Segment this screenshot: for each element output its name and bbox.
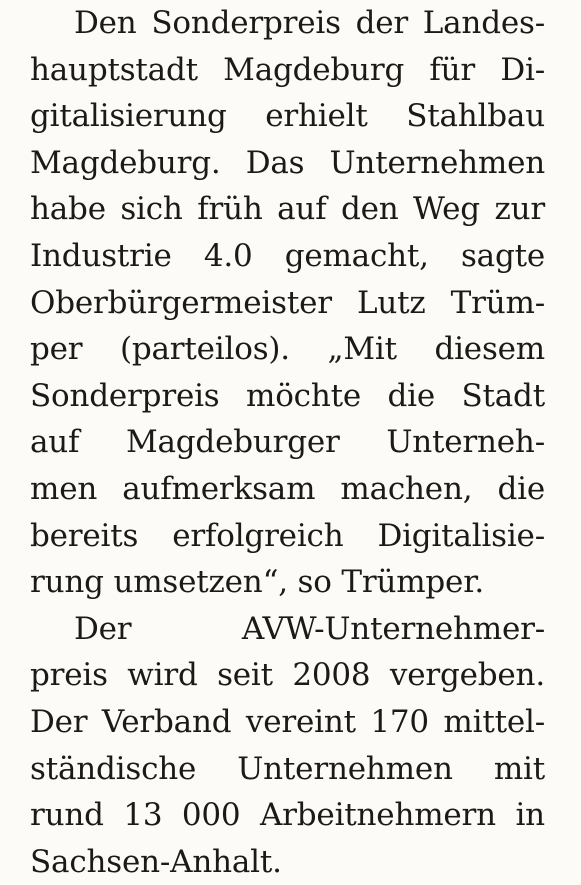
text-line: per (parteilos). „Mit diesem bbox=[30, 331, 545, 368]
text-line: rund 13 000 Arbeitnehmern in bbox=[30, 797, 545, 834]
text-line: rung umsetzen“, so Trümper. bbox=[30, 564, 485, 601]
paragraph-avw-preis: Der AVW-Unternehmer- preis wird seit 2008 ver… bbox=[30, 606, 545, 885]
text-line: hauptstadt Magdeburg für Di- bbox=[30, 51, 545, 88]
text-line: ständische Unternehmen mit bbox=[30, 750, 545, 787]
text-line: Der Verband vereint 170 mittel- bbox=[30, 703, 545, 740]
text-line: Magdeburg. Das Unternehmen bbox=[30, 144, 545, 181]
text-line: preis wird seit 2008 vergeben. bbox=[30, 657, 545, 694]
text-line: Oberbürgermeister Lutz Trüm- bbox=[30, 284, 545, 321]
text-line: habe sich früh auf den Weg zur bbox=[30, 191, 545, 228]
text-line: Der AVW-Unternehmer- bbox=[74, 610, 545, 647]
text-line: Industrie 4.0 gemacht, sagte bbox=[30, 237, 545, 274]
text-line: Sachsen-Anhalt. bbox=[30, 843, 282, 880]
paragraph-sonderpreis: Den Sonderpreis der Landes- hauptstadt Magde… bbox=[30, 0, 545, 606]
text-line: men aufmerksam machen, die bbox=[30, 470, 545, 507]
text-line: bereits erfolgreich Digitalisie- bbox=[30, 517, 545, 554]
text-line: Den Sonderpreis der Landes- bbox=[74, 5, 545, 41]
text-line: Sonderpreis möchte die Stadt bbox=[30, 377, 545, 414]
text-line: auf Magdeburger Unterneh- bbox=[30, 424, 545, 461]
article-text-column: Den Sonderpreis der Landes- hauptstadt Magde… bbox=[30, 0, 545, 885]
text-line: gitalisierung erhielt Stahlbau bbox=[30, 98, 545, 135]
